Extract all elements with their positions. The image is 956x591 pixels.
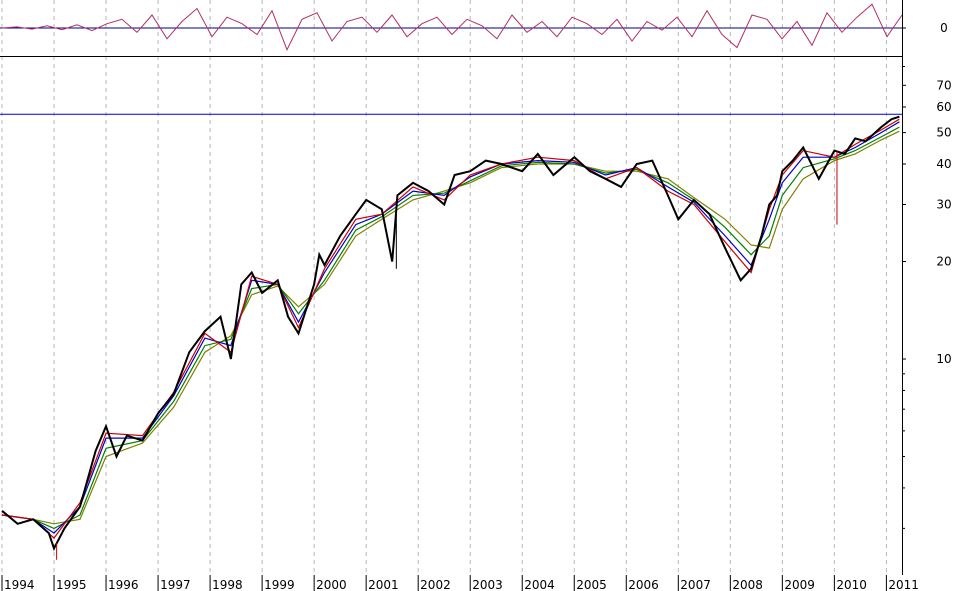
x-tick-label-2007: 2007 xyxy=(680,578,711,591)
oscillator-line xyxy=(1,3,903,51)
x-tick-label-1997: 1997 xyxy=(160,578,191,591)
x-tick-label-2008: 2008 xyxy=(732,578,763,591)
x-tick-label-1995: 1995 xyxy=(56,578,87,591)
x-tick-label-1998: 1998 xyxy=(212,578,243,591)
x-tick-label-1994: 1994 xyxy=(4,578,35,591)
y-tick-label-30: 30 xyxy=(936,197,951,211)
y-tick-label-40: 40 xyxy=(936,157,951,171)
x-tick-label-2003: 2003 xyxy=(472,578,503,591)
x-tick-label-2000: 2000 xyxy=(316,578,347,591)
y-tick-label-60: 60 xyxy=(936,100,951,114)
oscillator-panel xyxy=(0,3,903,51)
y-tick-label-50: 50 xyxy=(936,126,951,140)
price-series-1 xyxy=(1,118,900,539)
y-tick-label-20: 20 xyxy=(936,255,951,269)
x-tick-label-2001: 2001 xyxy=(368,578,399,591)
vertical-gridlines xyxy=(1,0,887,575)
x-tick-label-2011: 2011 xyxy=(888,578,919,591)
price-series-0 xyxy=(1,115,900,552)
x-tick-label-2009: 2009 xyxy=(784,578,815,591)
x-tick-label-2004: 2004 xyxy=(524,578,555,591)
x-tick-label-2005: 2005 xyxy=(576,578,607,591)
x-tick-label-2002: 2002 xyxy=(420,578,451,591)
x-tick-label-1996: 1996 xyxy=(108,578,139,591)
x-tick-label-2006: 2006 xyxy=(628,578,659,591)
y-tick-label-10: 10 xyxy=(936,352,951,366)
x-tick-label-2010: 2010 xyxy=(836,578,867,591)
price-series-2 xyxy=(1,121,900,534)
oscillator-y-tick-label: 0 xyxy=(940,21,948,35)
y-tick-label-70: 70 xyxy=(936,78,951,92)
price-panel xyxy=(0,113,902,560)
x-tick-label-1999: 1999 xyxy=(264,578,295,591)
